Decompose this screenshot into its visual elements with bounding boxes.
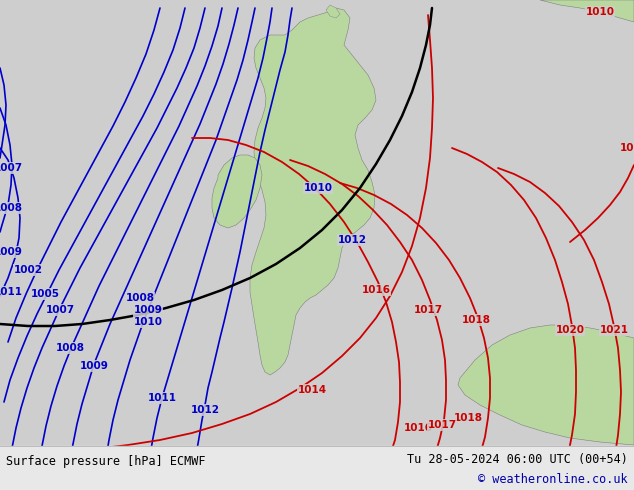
Polygon shape [212, 155, 262, 228]
Text: 1007: 1007 [0, 163, 23, 173]
Text: 1017: 1017 [413, 305, 443, 315]
Text: 1014: 1014 [10, 451, 39, 461]
Polygon shape [250, 8, 376, 375]
Text: 1009: 1009 [134, 305, 162, 315]
Text: 1011: 1011 [148, 393, 176, 403]
Text: 1018: 1018 [453, 413, 482, 423]
Text: 1010: 1010 [134, 317, 162, 327]
Text: 1012: 1012 [190, 405, 219, 415]
Text: 1021: 1021 [600, 325, 628, 335]
Text: 1009: 1009 [79, 361, 108, 371]
Polygon shape [326, 5, 340, 18]
Polygon shape [540, 0, 634, 22]
Text: Surface pressure [hPa] ECMWF: Surface pressure [hPa] ECMWF [6, 455, 205, 468]
Text: 1018: 1018 [462, 315, 491, 325]
Text: 1018: 1018 [619, 143, 634, 153]
Text: 1005: 1005 [30, 289, 60, 299]
Text: 1002: 1002 [13, 265, 42, 275]
Text: 1011: 1011 [0, 287, 22, 297]
Text: 1008: 1008 [0, 203, 22, 213]
Text: 1008: 1008 [56, 343, 84, 353]
Polygon shape [458, 325, 634, 445]
Text: 1016: 1016 [403, 423, 432, 433]
Text: 1014: 1014 [297, 385, 327, 395]
Text: 1016: 1016 [361, 285, 391, 295]
Text: 1010: 1010 [586, 7, 614, 17]
Text: 1010: 1010 [304, 183, 332, 193]
Text: 1009: 1009 [0, 247, 22, 257]
Text: 1012: 1012 [337, 235, 366, 245]
Text: 1007: 1007 [46, 305, 75, 315]
Text: 1020: 1020 [555, 325, 585, 335]
Text: Tu 28-05-2024 06:00 UTC (00+54): Tu 28-05-2024 06:00 UTC (00+54) [407, 453, 628, 466]
Text: 1008: 1008 [126, 293, 155, 303]
Text: © weatheronline.co.uk: © weatheronline.co.uk [479, 472, 628, 486]
Bar [0, 446, 634, 490]
Text: 1017: 1017 [427, 420, 456, 430]
